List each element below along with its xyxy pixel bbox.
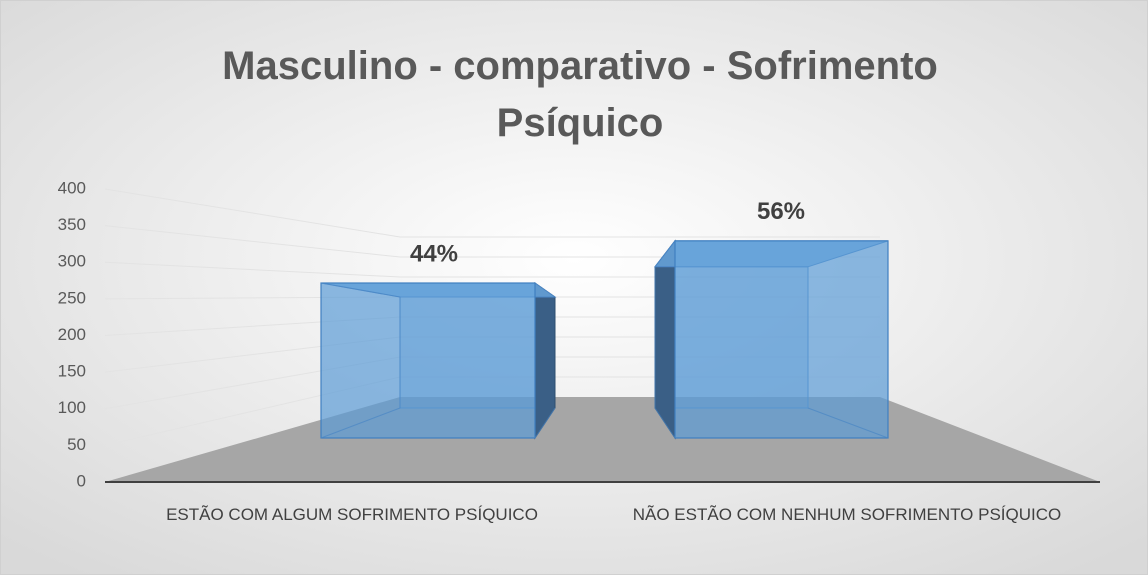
data-label: 44% — [410, 240, 458, 267]
text-line: Psíquico — [497, 101, 664, 145]
x-tick-label: ESTÃO COM ALGUM SOFRIMENTO PSÍQUICO — [166, 505, 538, 524]
bar — [653, 239, 889, 440]
y-tick-label: 50 — [67, 435, 86, 454]
text-line: Masculino - comparativo - Sofrimento — [222, 44, 938, 88]
y-tick-label: 400 — [58, 178, 86, 197]
bar-front — [320, 282, 536, 439]
y-tick-label: 350 — [58, 215, 86, 234]
text-line: ESTÃO COM ALGUM SOFRIMENTO PSÍQUICO — [166, 505, 538, 524]
text-line: NÃO ESTÃO COM NENHUM SOFRIMENTO PSÍQUICO — [633, 505, 1062, 524]
bar-edge — [534, 407, 556, 439]
y-tick-label: 200 — [58, 325, 86, 344]
y-tick-label: 250 — [58, 288, 86, 307]
grid-line — [104, 188, 880, 238]
chart-title: Masculino - comparativo - Sofrimento Psíq… — [222, 44, 938, 145]
y-tick-label: 150 — [58, 362, 86, 381]
y-tick-label: 100 — [58, 398, 86, 417]
bar-edge — [320, 282, 401, 439]
bar-front — [674, 240, 889, 439]
bar — [320, 282, 557, 440]
y-tick-label: 300 — [58, 252, 86, 271]
bar-edge — [654, 240, 676, 439]
data-label: 56% — [757, 198, 805, 225]
y-tick-label: 0 — [77, 471, 86, 490]
bar-edge — [807, 407, 889, 439]
bar-side — [654, 239, 676, 440]
x-tick-label: NÃO ESTÃO COM NENHUM SOFRIMENTO PSÍQUICO — [633, 505, 1062, 524]
